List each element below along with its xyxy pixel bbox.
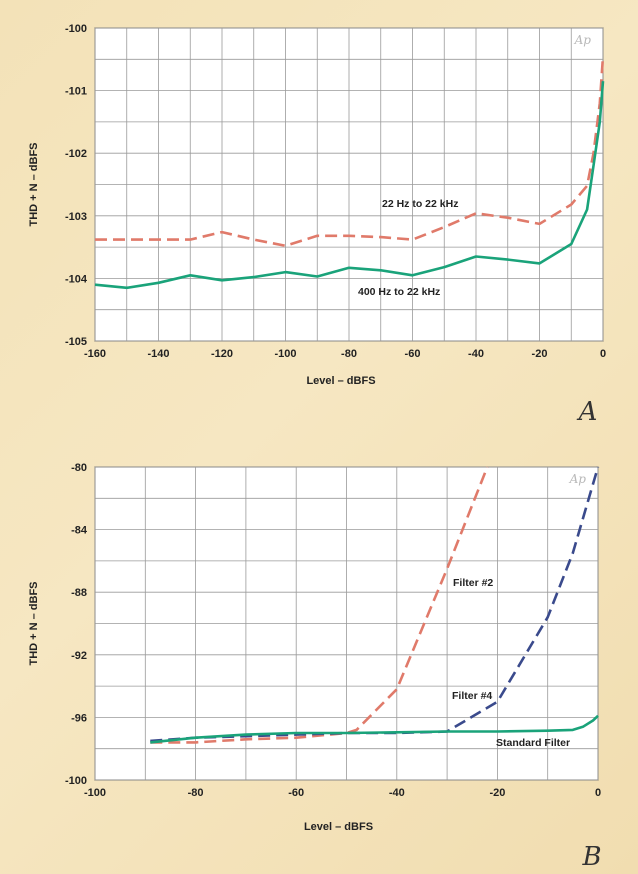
x-tick-label: 0 [595,787,601,799]
series-line-400-hz-to-22-khz [94,81,605,290]
x-tick-label: 0 [600,348,606,360]
x-tick-label: -80 [188,787,204,799]
y-tick-label: -92 [71,650,87,662]
x-axis-title: Level – dBFS [306,375,375,387]
chart-panel-b: -100 -80 -60 -40 -20 0 -80 -84 -88 -92 -96 -100 Leve… [28,462,602,872]
series-line-22-hz-to-22-khz [95,56,605,248]
y-tick-label: -104 [65,273,88,285]
x-tick-label: -160 [84,348,106,360]
y-tick-label: -102 [65,148,87,160]
x-tick-label: -40 [468,348,484,360]
y-tick-label: -88 [71,587,87,599]
x-tick-label: -20 [532,348,548,360]
y-tick-label: -96 [71,712,87,724]
x-tick-label: -140 [147,348,169,360]
series-label-standard-filter: Standard Filter [496,737,570,749]
x-tick-label: -20 [489,787,505,799]
x-tick-label: -40 [389,787,405,799]
chart-panel-a: -160 -140 -120 -100 -80 -60 -40 -20 0 -100 -101 -10… [28,23,606,427]
series-label-22-hz-to-22-khz: 22 Hz to 22 kHz [382,198,458,210]
ap-watermark: Ap [569,472,587,486]
y-tick-label: -105 [65,336,87,348]
y-tick-label: -80 [71,462,87,474]
y-tick-label: -101 [65,86,87,98]
series-line-filter-2 [150,466,489,744]
x-tick-label: -60 [288,787,304,799]
x-tick-label: -60 [405,348,421,360]
y-axis-title: THD + N – dBFS [28,581,40,665]
series-label-filter-4: Filter #4 [452,690,492,702]
x-axis-title: Level – dBFS [304,821,373,833]
panel-letter: A [577,397,598,427]
panel-letter: B [581,842,601,872]
series-line-standard-filter [150,714,599,744]
y-tick-label: -100 [65,775,87,787]
x-tick-label: -80 [341,348,357,360]
series-label-filter-2: Filter #2 [453,577,493,589]
x-tick-label: -100 [274,348,296,360]
y-axis-title: THD + N – dBFS [28,142,40,226]
x-tick-label: -100 [84,787,106,799]
series-label-400-hz-to-22-khz: 400 Hz to 22 kHz [358,286,440,298]
y-tick-label: -84 [71,525,88,537]
y-tick-label: -100 [65,23,87,35]
y-tick-label: -103 [65,211,87,223]
ap-watermark: Ap [574,33,592,47]
x-tick-label: -120 [211,348,233,360]
